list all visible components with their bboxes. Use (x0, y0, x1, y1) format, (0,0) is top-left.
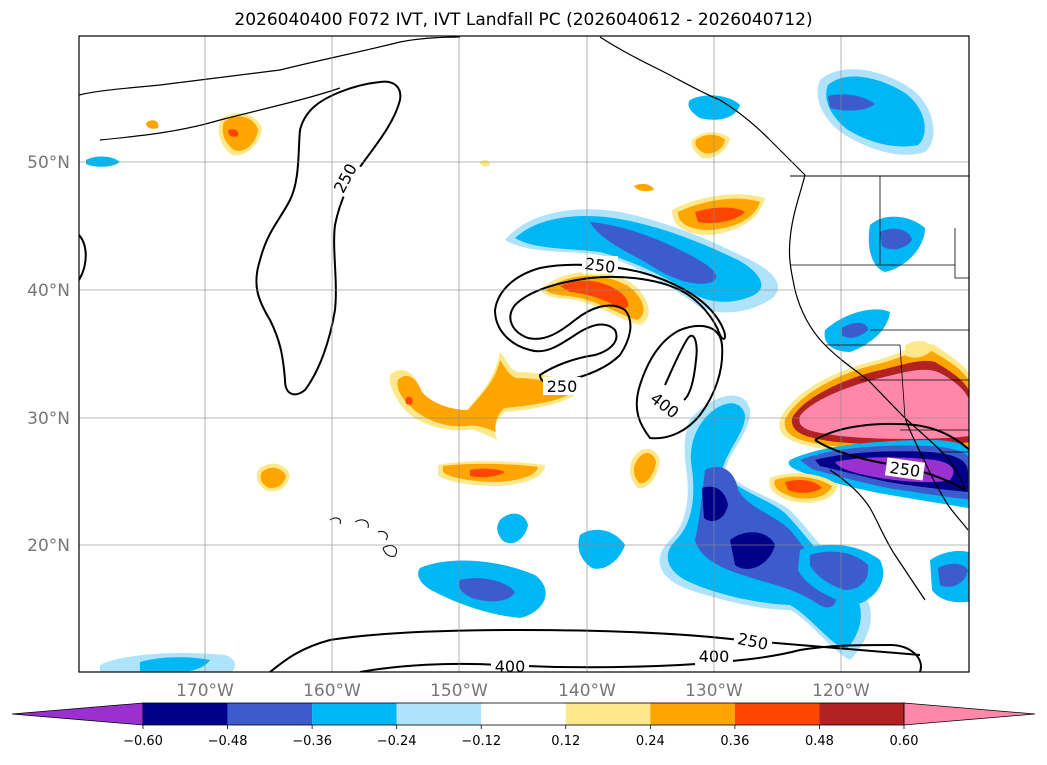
colorbar-segment (227, 703, 313, 725)
lat-label: 30°N (27, 409, 70, 429)
positive-region-tiny-1 (146, 120, 159, 129)
colorbar-segment (312, 703, 397, 725)
negative-region-pacific-northwest-dark (880, 228, 912, 250)
positive-region-small-east-orange (633, 453, 656, 484)
colorbar-tick-label: −0.48 (208, 734, 248, 749)
lat-label: 20°N (27, 536, 70, 556)
negative-region-oregon-coast-dark (842, 322, 868, 338)
contour-label: 250 (888, 458, 921, 481)
positive-region-california-pink (799, 369, 969, 439)
gridlines (79, 36, 969, 672)
lon-label: 130°W (685, 681, 743, 701)
map-frame (78, 35, 970, 673)
negative-region-bottom-left-core (140, 657, 210, 672)
colorbar: −0.60 −0.48 −0.36 −0.24 −0.12 0.12 0.24 0.36 0.4… (11, 702, 1036, 749)
negative-region-canada-north-dark (828, 94, 875, 111)
colorbar-tick-label: −0.36 (292, 734, 332, 749)
contour-250-southern (269, 628, 921, 672)
positive-region-north-pacific-jet-red (560, 280, 629, 309)
positive-region-near-baja-red (785, 480, 822, 493)
lon-label: 170°W (176, 681, 234, 701)
contour-400-loop (664, 334, 698, 401)
colorbar-segment (565, 703, 651, 725)
positive-region-southern-red (470, 468, 505, 478)
coastline-aleutians (99, 87, 341, 141)
coastline-gulf-alaska (599, 36, 806, 176)
colorbar-tick-label: −0.12 (461, 734, 501, 749)
lon-label: 150°W (430, 681, 488, 701)
positive-region-gulf-alaska-orange (695, 134, 725, 154)
negative-region-small-2 (578, 529, 625, 569)
colorbar-segment (481, 703, 566, 725)
negative-region-mexico-coast-blue (810, 551, 869, 590)
positive-region-subtropical-plume-red (405, 396, 413, 405)
positive-region-small-west-orange (260, 467, 286, 488)
colorbar-segment (819, 703, 904, 725)
colorbar-segment (143, 703, 228, 725)
contour-250-western (255, 80, 402, 396)
positive-region-tiny-2 (634, 183, 654, 192)
colorbar-segment (396, 703, 482, 725)
contour-400-outer (635, 324, 724, 440)
negative-region-subtropical-plume-navy2 (730, 532, 775, 569)
contour-label: 250 (547, 377, 578, 396)
coastline-mexico (829, 469, 926, 601)
islands-hawaii (329, 517, 397, 557)
latitude-labels: 50°N 40°N 30°N 20°N (27, 153, 70, 556)
negative-region-central-pacific-blue (458, 578, 515, 602)
coastline-alaska (79, 36, 461, 96)
colorbar-tick-label: 0.36 (720, 734, 749, 749)
lon-label: 160°W (303, 681, 361, 701)
colorbar-tick-label: −0.24 (377, 734, 417, 749)
colorbar-tick-label: −0.60 (123, 734, 163, 749)
lat-label: 50°N (27, 153, 70, 173)
positive-region-oregon-small (905, 340, 932, 358)
colorbar-extend-high (903, 702, 1036, 726)
contour-label: 400 (495, 657, 526, 676)
positive-region-small-north-red (228, 129, 239, 137)
colorbar-frame (142, 702, 905, 726)
negative-region-eastern-edge-blue (938, 563, 968, 587)
positive-region-near-coast-north-red (695, 207, 745, 224)
coastline-bc-wa-or-ca (788, 174, 966, 491)
colorbar-segment (650, 703, 735, 725)
colorbar-tick-label: 0.48 (805, 734, 834, 749)
lat-label: 40°N (27, 281, 70, 301)
map-content: 250 250 250 400 250 250 400 400 (79, 36, 969, 676)
positive-region-subtropical-plume-orange (397, 360, 569, 432)
negative-region-north-pacific-mid (590, 222, 717, 284)
colorbar-tick-label: 0.60 (890, 734, 919, 749)
colorbar-tick-label: 0.12 (551, 734, 580, 749)
contour-label: 250 (584, 254, 617, 277)
lon-label: 120°W (812, 681, 870, 701)
negative-region-small-1 (497, 513, 528, 544)
positive-region-small-north-orange (222, 116, 258, 151)
longitude-labels: 170°W 160°W 150°W 140°W 130°W 120°W (176, 681, 870, 701)
positive-region-tiny-3 (480, 159, 490, 167)
contour-left-edge (79, 234, 87, 281)
negative-region-canada-north-core (826, 76, 925, 147)
colorbar-extend-low (11, 702, 144, 726)
negative-region-subtropical-plume-navy (702, 486, 728, 522)
filled-regions (86, 69, 969, 672)
lon-label: 140°W (558, 681, 616, 701)
colorbar-segment (734, 703, 820, 725)
map-title: 2026040400 F072 IVT, IVT Landfall PC (20… (234, 10, 813, 30)
coastline-baja (904, 417, 969, 531)
colorbar-tick-label: 0.24 (636, 734, 665, 749)
